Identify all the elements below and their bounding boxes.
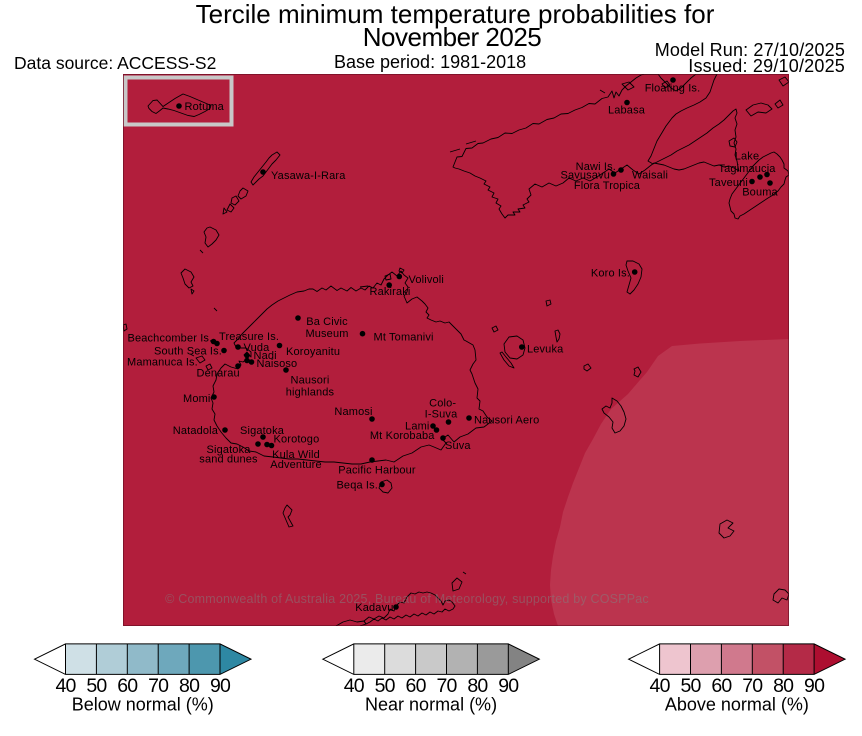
svg-text:Lami: Lami (405, 420, 429, 432)
svg-text:90: 90 (210, 675, 231, 697)
svg-text:Rakiraki: Rakiraki (370, 286, 411, 298)
svg-text:Beqa Is.: Beqa Is. (336, 480, 378, 492)
svg-text:Natadola: Natadola (173, 425, 219, 437)
svg-text:Pacific Harbour: Pacific Harbour (338, 465, 416, 477)
svg-text:© Commonwealth of Australia 20: © Commonwealth of Australia 2025, Bureau… (165, 592, 649, 606)
svg-text:Nadi: Nadi (254, 350, 277, 362)
svg-text:Nausori Aero: Nausori Aero (474, 415, 539, 427)
svg-text:40: 40 (650, 675, 671, 697)
svg-text:Momi: Momi (183, 393, 211, 405)
svg-text:Colo-: Colo- (429, 398, 456, 410)
svg-text:Museum: Museum (305, 328, 348, 340)
svg-text:Tagimaucia: Tagimaucia (718, 163, 776, 175)
svg-text:Beachcomber Is.: Beachcomber Is. (128, 332, 213, 344)
svg-text:80: 80 (773, 675, 794, 697)
svg-text:Mt Korobaba: Mt Korobaba (370, 430, 435, 442)
svg-text:90: 90 (804, 675, 825, 697)
svg-text:Below normal (%): Below normal (%) (72, 695, 214, 715)
svg-text:90: 90 (498, 675, 519, 697)
svg-text:50: 50 (375, 675, 396, 697)
svg-text:70: 70 (148, 675, 169, 697)
svg-text:Volivoli: Volivoli (409, 274, 444, 286)
svg-text:sand dunes: sand dunes (199, 453, 258, 465)
svg-text:60: 60 (117, 675, 138, 697)
svg-text:Ba Civic: Ba Civic (306, 316, 348, 328)
svg-text:80: 80 (467, 675, 488, 697)
svg-text:Lake: Lake (735, 151, 759, 163)
svg-text:Vuda: Vuda (244, 342, 271, 354)
svg-text:Rotuma: Rotuma (185, 101, 225, 113)
svg-text:Levuka: Levuka (527, 344, 564, 356)
svg-text:Nausori: Nausori (291, 375, 330, 387)
svg-text:Koro Is.: Koro Is. (591, 268, 630, 280)
svg-text:Waisali: Waisali (632, 170, 668, 182)
svg-text:Denarau: Denarau (197, 367, 240, 379)
svg-text:Adventure: Adventure (270, 459, 322, 471)
svg-text:Labasa: Labasa (608, 105, 646, 117)
svg-text:Kula Wild: Kula Wild (272, 449, 320, 461)
svg-text:70: 70 (436, 675, 457, 697)
svg-text:70: 70 (742, 675, 763, 697)
svg-text:40: 40 (55, 675, 76, 697)
svg-text:Naisoso: Naisoso (257, 358, 298, 370)
svg-text:I-Suva: I-Suva (425, 409, 458, 421)
svg-text:Suva: Suva (445, 440, 471, 452)
svg-text:Near normal (%): Near normal (%) (365, 695, 497, 715)
svg-text:Koroyanitu: Koroyanitu (286, 346, 340, 358)
svg-text:Mt Tomanivi: Mt Tomanivi (374, 331, 434, 343)
svg-text:Mamanuca Is.: Mamanuca Is. (127, 357, 198, 369)
svg-text:South Sea Is.: South Sea Is. (154, 346, 222, 358)
svg-text:Taveuni: Taveuni (709, 177, 748, 189)
svg-text:Bouma: Bouma (742, 186, 778, 198)
svg-text:Namosi: Namosi (334, 406, 372, 418)
svg-text:Floating Is.: Floating Is. (645, 83, 701, 95)
svg-text:50: 50 (680, 675, 701, 697)
svg-text:50: 50 (86, 675, 107, 697)
svg-text:highlands: highlands (286, 387, 335, 399)
svg-text:80: 80 (179, 675, 200, 697)
svg-text:60: 60 (711, 675, 732, 697)
svg-text:Yasawa-I-Rara: Yasawa-I-Rara (271, 170, 346, 182)
svg-text:Nawi Is.: Nawi Is. (576, 161, 616, 173)
svg-text:Above normal (%): Above normal (%) (665, 695, 809, 715)
svg-text:Sigatoka: Sigatoka (240, 425, 285, 437)
svg-text:Kadavu: Kadavu (355, 602, 393, 614)
svg-text:Korotogo: Korotogo (274, 433, 320, 445)
svg-text:Sigatoka: Sigatoka (206, 444, 251, 456)
svg-text:Flora Tropica: Flora Tropica (574, 180, 641, 192)
svg-text:60: 60 (406, 675, 427, 697)
svg-text:Treasure Is.: Treasure Is. (219, 331, 279, 343)
svg-text:40: 40 (344, 675, 365, 697)
svg-text:Savusavu: Savusavu (560, 170, 610, 182)
